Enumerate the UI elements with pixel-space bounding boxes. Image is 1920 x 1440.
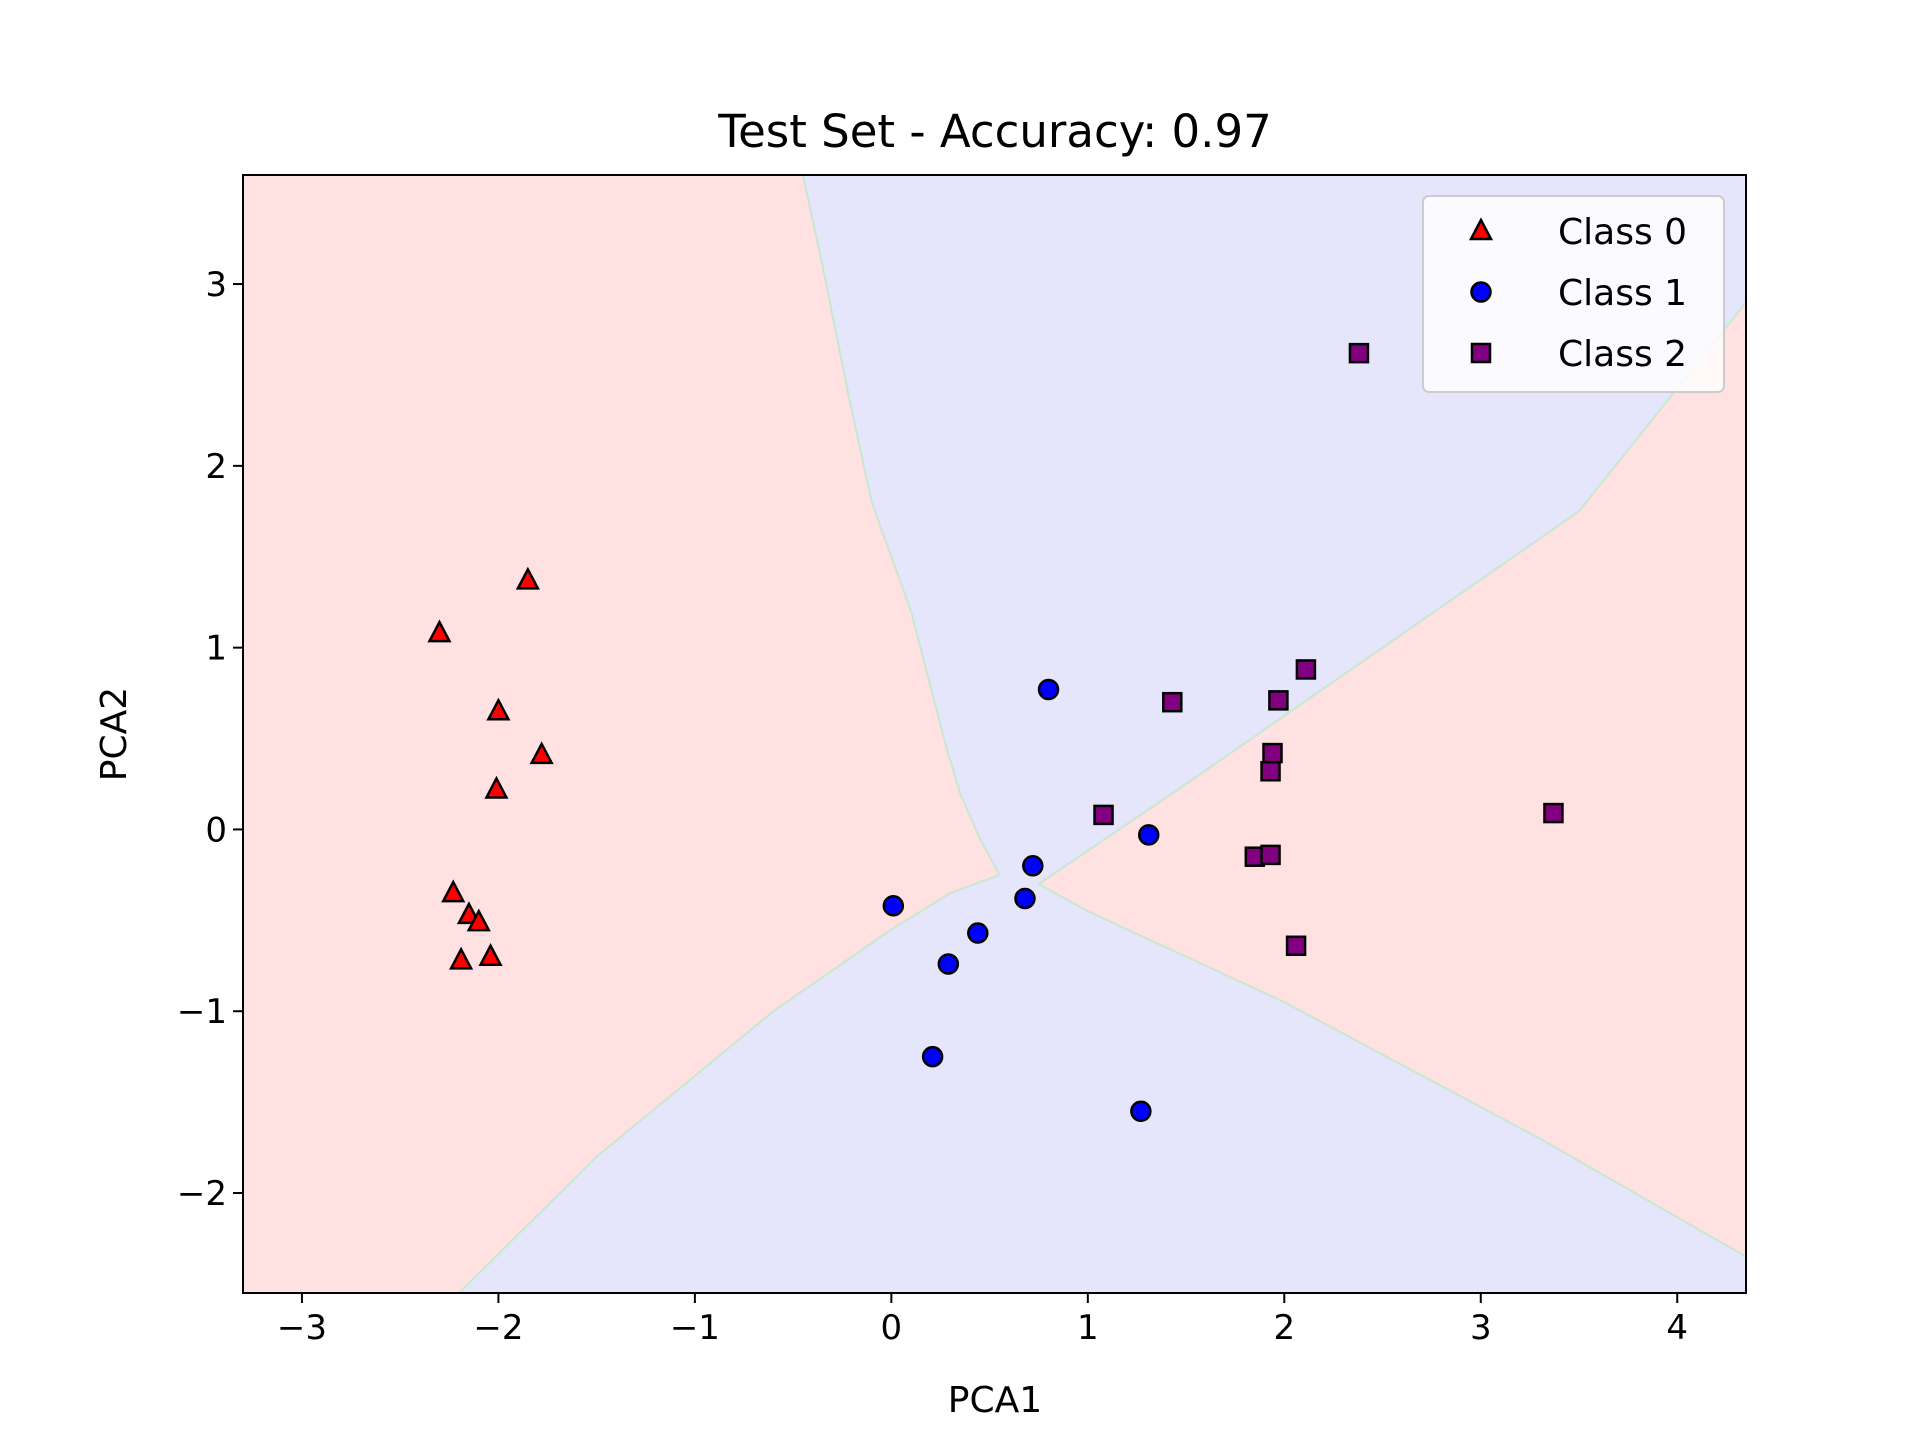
point-class-2 <box>1262 742 1283 764</box>
x-tick-label: 3 <box>1470 1308 1492 1348</box>
point-class-0 <box>427 619 452 643</box>
legend-label-class-2: Class 2 <box>1558 334 1687 375</box>
x-tick-label: −3 <box>277 1308 327 1348</box>
legend-marker-class-1 <box>1470 281 1492 303</box>
x-tick-label: 1 <box>1077 1308 1099 1348</box>
x-tick-label: −1 <box>670 1308 720 1348</box>
point-class-1 <box>1037 678 1060 701</box>
decision-region-class-0 <box>243 175 1001 1293</box>
legend-marker-class-2 <box>1470 342 1492 364</box>
legend-label-class-1: Class 1 <box>1558 273 1687 314</box>
point-class-1 <box>1130 1100 1152 1122</box>
point-class-2 <box>1162 691 1183 713</box>
y-tick-label: −1 <box>177 992 227 1032</box>
point-class-2 <box>1348 342 1370 364</box>
point-class-2 <box>1093 804 1114 826</box>
x-tick-label: 4 <box>1666 1308 1688 1348</box>
point-class-0 <box>529 741 554 765</box>
point-class-2 <box>1268 690 1289 711</box>
y-tick-label: −2 <box>177 1174 227 1214</box>
y-tick-label: 2 <box>205 447 227 487</box>
y-axis-label: PCA2 <box>94 687 135 781</box>
y-axis: −2 −1 0 1 2 3 <box>177 265 243 1214</box>
point-class-1 <box>1014 887 1036 910</box>
legend: Class 0 Class 1 Class 2 <box>1422 195 1725 393</box>
x-tick-label: 2 <box>1273 1308 1295 1348</box>
point-class-0 <box>515 566 540 590</box>
point-class-1 <box>1022 855 1044 877</box>
point-class-0 <box>478 943 503 966</box>
x-tick-label: −2 <box>473 1308 523 1348</box>
point-class-2 <box>1543 802 1564 824</box>
y-tick-label: 3 <box>205 265 227 305</box>
decision-region-class-2 <box>1036 300 1746 1258</box>
point-class-1 <box>882 895 905 917</box>
point-class-1 <box>967 922 989 944</box>
chart-title: Test Set - Accuracy: 0.97 <box>717 105 1272 158</box>
legend-box <box>1422 195 1725 393</box>
legend-marker-class-0 <box>1468 217 1494 241</box>
plot-frame <box>242 174 1747 1294</box>
point-class-2 <box>1295 659 1317 680</box>
x-axis: −3 −2 −1 0 1 2 3 4 <box>277 1293 1688 1348</box>
point-class-1 <box>1137 824 1160 846</box>
y-tick-label: 0 <box>205 810 227 850</box>
point-class-0 <box>449 946 474 970</box>
point-class-1 <box>921 1045 944 1068</box>
point-class-1 <box>937 953 960 975</box>
point-class-2 <box>1285 935 1307 957</box>
legend-label-class-0: Class 0 <box>1558 212 1687 253</box>
point-class-2 <box>1260 761 1281 782</box>
point-class-0 <box>484 775 509 799</box>
point-class-0 <box>486 697 511 721</box>
x-tick-label: 0 <box>881 1308 903 1348</box>
point-class-2 <box>1260 844 1281 866</box>
point-class-0 <box>466 908 491 932</box>
point-class-0 <box>441 879 466 903</box>
x-axis-label: PCA1 <box>948 1380 1042 1421</box>
y-tick-label: 1 <box>205 629 227 669</box>
